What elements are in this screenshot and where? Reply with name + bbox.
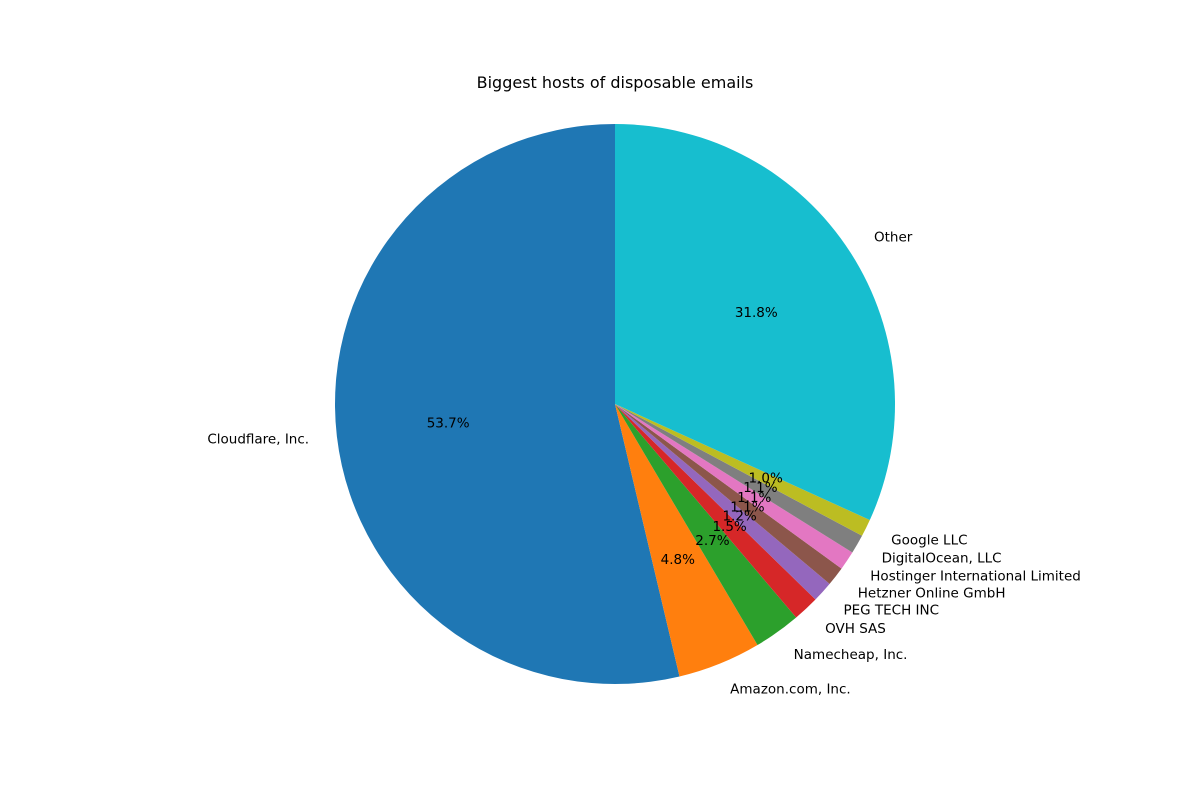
slice-label-namecheap-inc: Namecheap, Inc.	[794, 647, 908, 663]
pie-slices	[335, 124, 895, 684]
slice-label-peg-tech-inc: PEG TECH INC	[843, 603, 939, 619]
chart-title: Biggest hosts of disposable emails	[477, 73, 754, 92]
percent-label-hostinger-international-limited: 1.1%	[737, 490, 771, 506]
slice-label-ovh-sas: OVH SAS	[825, 621, 886, 637]
percent-labels: 53.7%4.8%2.7%1.5%1.2%1.1%1.1%1.1%1.0%31.…	[427, 305, 783, 568]
slice-label-hostinger-international-limited: Hostinger International Limited	[870, 568, 1081, 584]
pie-slice-digitalocean-llc	[615, 404, 863, 553]
pie-slice-hetzner-online-gmbh	[615, 404, 842, 584]
pie-slice-hostinger-international-limited	[615, 404, 853, 569]
pie-slice-peg-tech-inc	[615, 404, 830, 600]
pie-slice-google-llc	[615, 404, 870, 536]
percent-label-peg-tech-inc: 1.2%	[722, 509, 756, 525]
percent-label-other: 31.8%	[735, 305, 778, 321]
slice-label-other: Other	[874, 229, 913, 245]
pie-slice-ovh-sas	[615, 404, 816, 618]
slice-label-hetzner-online-gmbh: Hetzner Online GmbH	[858, 586, 1006, 602]
pie-slice-cloudflare-inc	[335, 124, 680, 684]
pie-slice-namecheap-inc	[615, 404, 797, 646]
pie-slice-other	[615, 124, 895, 521]
slice-label-amazon-com-inc: Amazon.com, Inc.	[730, 682, 851, 698]
slice-label-cloudflare-inc: Cloudflare, Inc.	[207, 432, 309, 448]
percent-label-digitalocean-llc: 1.1%	[743, 480, 777, 496]
percent-label-hetzner-online-gmbh: 1.1%	[730, 499, 764, 515]
percent-label-cloudflare-inc: 53.7%	[427, 415, 470, 431]
slice-labels: Cloudflare, Inc. Amazon.com, Inc. Namechea…	[207, 229, 1081, 697]
slice-label-digitalocean-llc: DigitalOcean, LLC	[882, 550, 1002, 566]
slice-label-google-llc: Google LLC	[891, 532, 967, 548]
percent-label-amazon-com-inc: 4.8%	[661, 552, 695, 568]
percent-label-namecheap-inc: 2.7%	[695, 533, 729, 549]
pie-slice-amazon-com-inc	[615, 404, 758, 677]
percent-label-google-llc: 1.0%	[748, 470, 782, 486]
percent-label-ovh-sas: 1.5%	[712, 519, 746, 535]
